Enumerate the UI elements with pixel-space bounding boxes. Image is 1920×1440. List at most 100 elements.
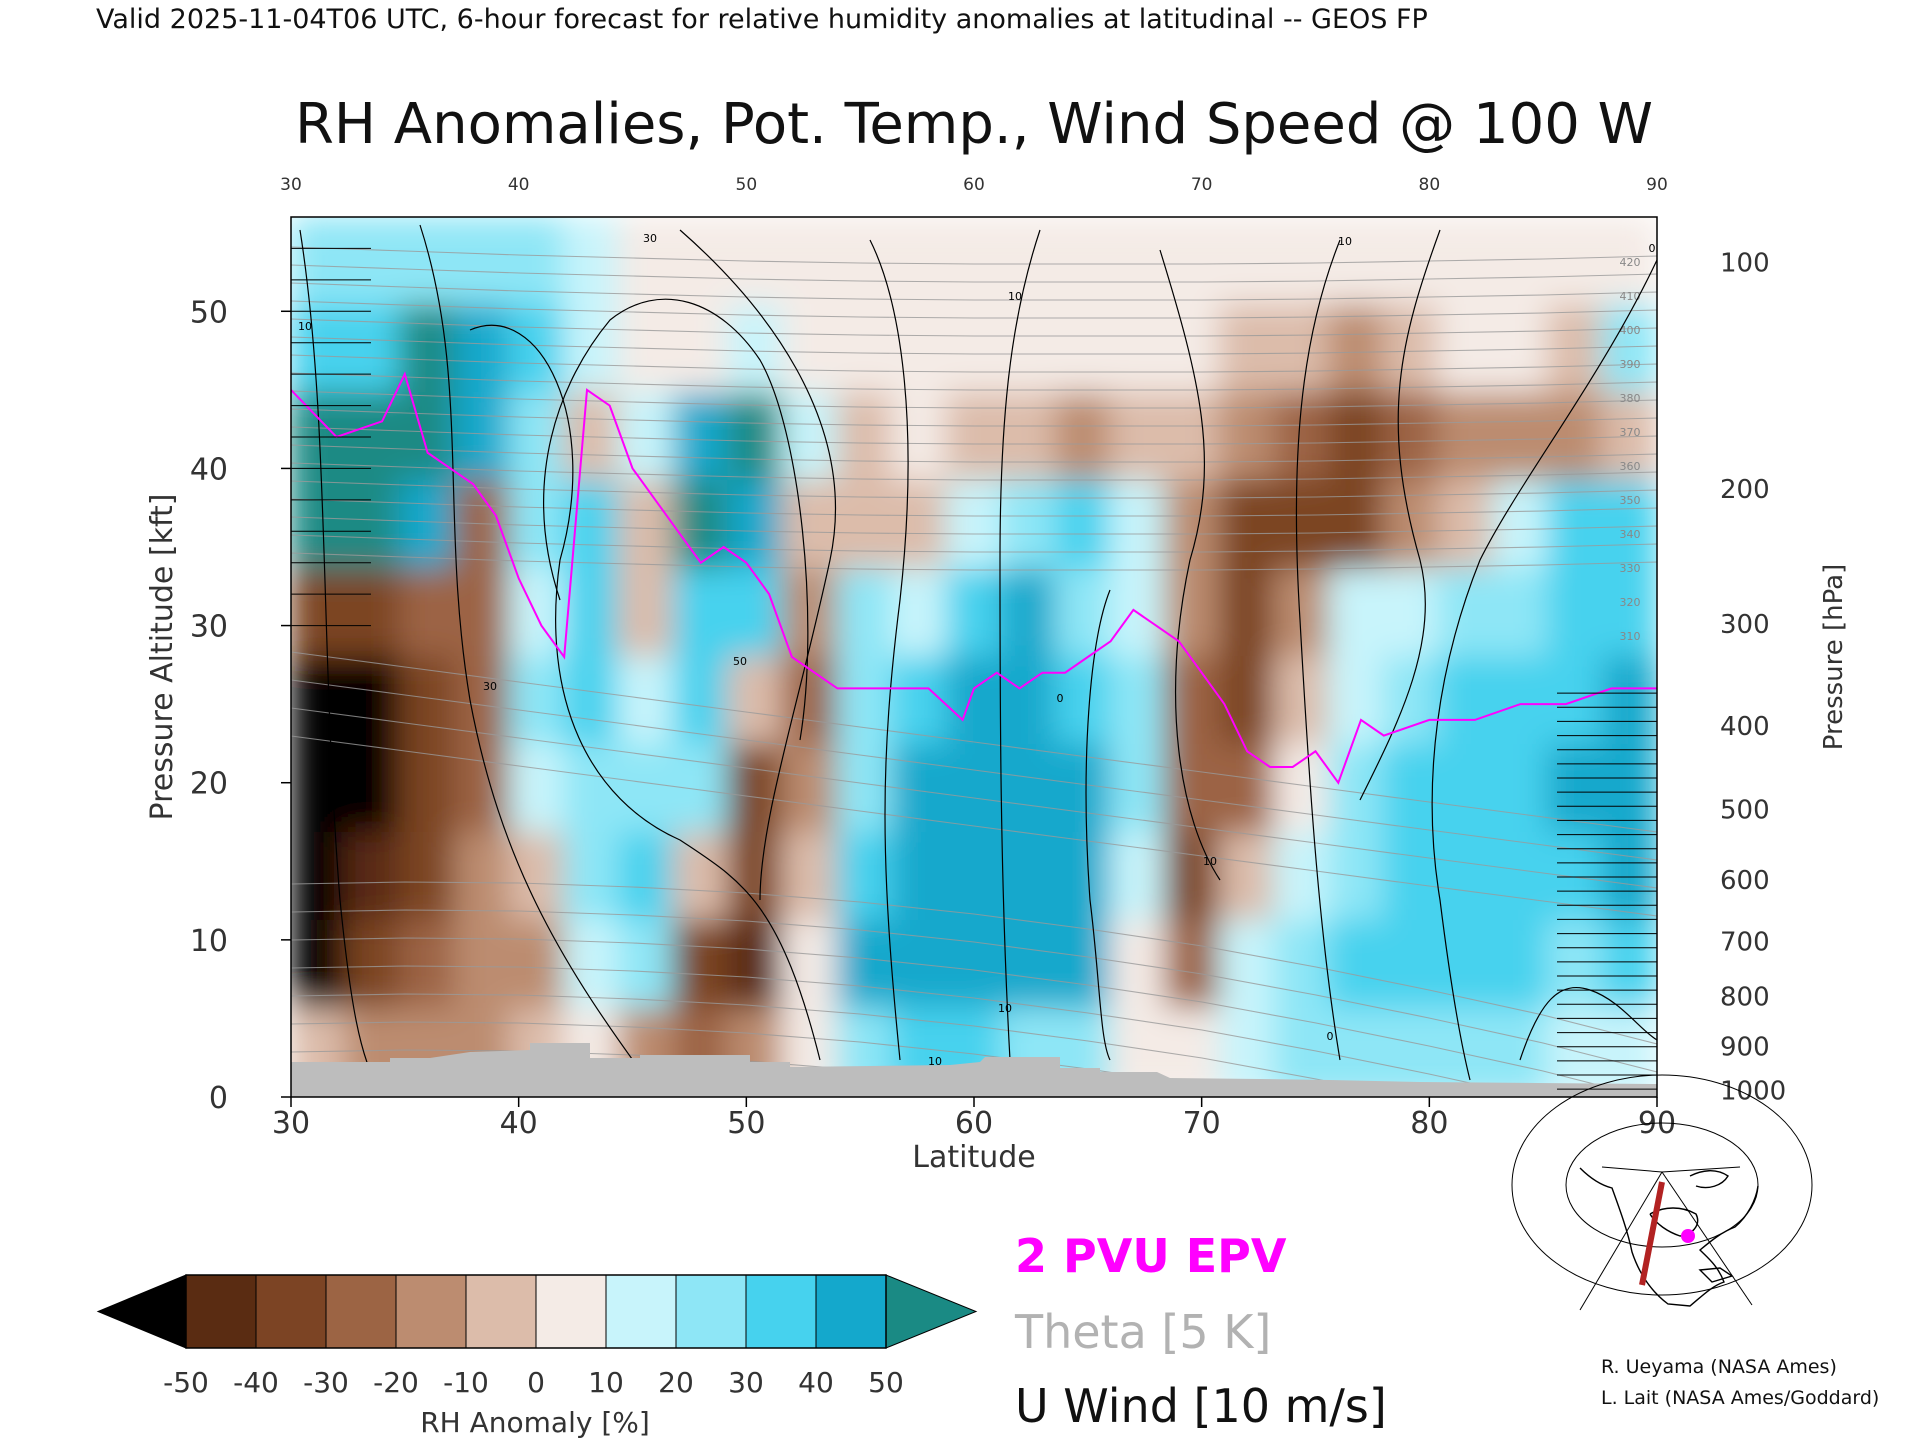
rh-cell	[617, 217, 675, 306]
rh-cell	[1164, 832, 1221, 922]
theta-contour	[291, 534, 1657, 553]
rh-cell	[344, 568, 402, 658]
rh-cell	[672, 744, 730, 834]
u-wind-contour	[543, 298, 809, 741]
rh-cell	[781, 832, 839, 922]
pressure-tick-label: 200	[1720, 475, 1770, 505]
rh-cell	[1546, 568, 1604, 658]
rh-cell	[563, 832, 620, 922]
colorbar-tick-label: -40	[233, 1366, 279, 1399]
rh-cell	[617, 832, 675, 922]
colorbar: -50 -40 -30 -20 -10 0 10 20 30 40 50	[96, 1274, 978, 1399]
rh-cell	[1164, 656, 1221, 746]
colorbar-tick-label: 20	[658, 1366, 694, 1399]
rh-cell	[1492, 1008, 1549, 1097]
rh-cell	[1000, 304, 1057, 394]
rh-cell	[617, 920, 675, 1010]
rh-cell	[1055, 832, 1112, 922]
theta-contour	[291, 735, 1657, 917]
y-tick-label: 50	[190, 295, 228, 330]
theta-label: 330	[1620, 562, 1641, 575]
x-tick-label: 50	[727, 1106, 765, 1141]
rh-cell	[1382, 656, 1440, 746]
rh-cell	[727, 304, 784, 394]
legend-theta: Theta [5 K]	[1014, 1305, 1271, 1359]
colorbar-segment	[606, 1275, 676, 1348]
y-tick-label: 10	[190, 924, 228, 959]
theta-label: 320	[1620, 596, 1641, 609]
theta-contour	[291, 354, 1657, 373]
u-wind-contour	[1359, 229, 1441, 801]
rh-cell	[1273, 217, 1331, 306]
rh-cell	[1601, 1008, 1657, 1097]
rh-cell	[1492, 217, 1549, 306]
colorbar-segment	[186, 1275, 256, 1348]
theta-contour	[291, 552, 1657, 571]
u-wind-contour	[1159, 249, 1221, 881]
rh-cell	[836, 304, 893, 394]
theta-contour	[291, 444, 1657, 463]
rh-cell	[781, 217, 839, 306]
rh-cell	[1218, 832, 1276, 922]
rh-cell	[1000, 656, 1057, 746]
rh-cell	[945, 217, 1003, 306]
rh-cell	[727, 392, 784, 482]
theta-label: 410	[1620, 290, 1641, 303]
rh-cell	[672, 656, 730, 746]
colorbar-tick-label: -50	[163, 1366, 209, 1399]
pressure-tick-label: 1000	[1720, 1077, 1786, 1107]
rh-cell	[617, 480, 675, 570]
rh-cell	[836, 744, 893, 834]
rh-cell	[1109, 480, 1167, 570]
rh-cell	[1055, 304, 1112, 394]
rh-cell	[1000, 568, 1057, 658]
theta-label: 340	[1620, 528, 1641, 541]
theta-contour	[291, 651, 1657, 833]
rh-cell	[1164, 568, 1221, 658]
theta-contour	[291, 264, 1657, 283]
theta-contour	[291, 462, 1657, 481]
rh-cell	[1492, 744, 1549, 834]
rh-cell	[291, 920, 347, 1010]
rh-cell	[1164, 480, 1221, 570]
rh-cell	[781, 744, 839, 834]
rh-cell	[781, 480, 839, 570]
rh-cell	[1218, 304, 1276, 394]
x-axis-top: 30 40 50 60 70 80 90	[280, 175, 1668, 195]
theta-contour	[291, 1021, 1265, 1097]
credit-line-1: R. Ueyama (NASA Ames)	[1601, 1356, 1837, 1378]
locator-map	[1511, 1074, 1813, 1315]
theta-contour	[291, 426, 1657, 445]
rh-cell	[891, 480, 948, 570]
rh-cell	[399, 480, 456, 570]
rh-cell	[945, 304, 1003, 394]
rh-cell	[399, 217, 456, 306]
rh-cell	[1328, 744, 1385, 834]
rh-cell	[453, 656, 511, 746]
theta-contour	[291, 390, 1657, 409]
rh-cell	[453, 392, 511, 482]
rh-cell	[945, 392, 1003, 482]
u-wind-contour	[419, 224, 641, 1071]
rh-cell	[344, 920, 402, 1010]
location-marker	[1681, 1229, 1695, 1243]
top-tick-label: 30	[280, 175, 302, 195]
top-tick-label: 60	[963, 175, 985, 195]
u-wind-label: 0	[1057, 692, 1064, 705]
u-wind-contour	[679, 229, 836, 901]
rh-cell	[1382, 832, 1440, 922]
rh-cell	[1273, 480, 1331, 570]
u-wind-contour	[1085, 589, 1111, 1061]
pressure-tick-label: 100	[1720, 249, 1770, 279]
colorbar-segment	[256, 1275, 326, 1348]
rh-cell	[1546, 217, 1604, 306]
y-tick-label: 0	[209, 1081, 228, 1116]
legend: 2 PVU EPV Theta [5 K] U Wind [10 m/s]	[1014, 1229, 1387, 1433]
theta-label: 390	[1620, 358, 1641, 371]
rh-cell	[1328, 568, 1385, 658]
rh-cell	[291, 744, 347, 834]
y-tick-label: 20	[190, 767, 228, 802]
rh-cell	[836, 568, 893, 658]
